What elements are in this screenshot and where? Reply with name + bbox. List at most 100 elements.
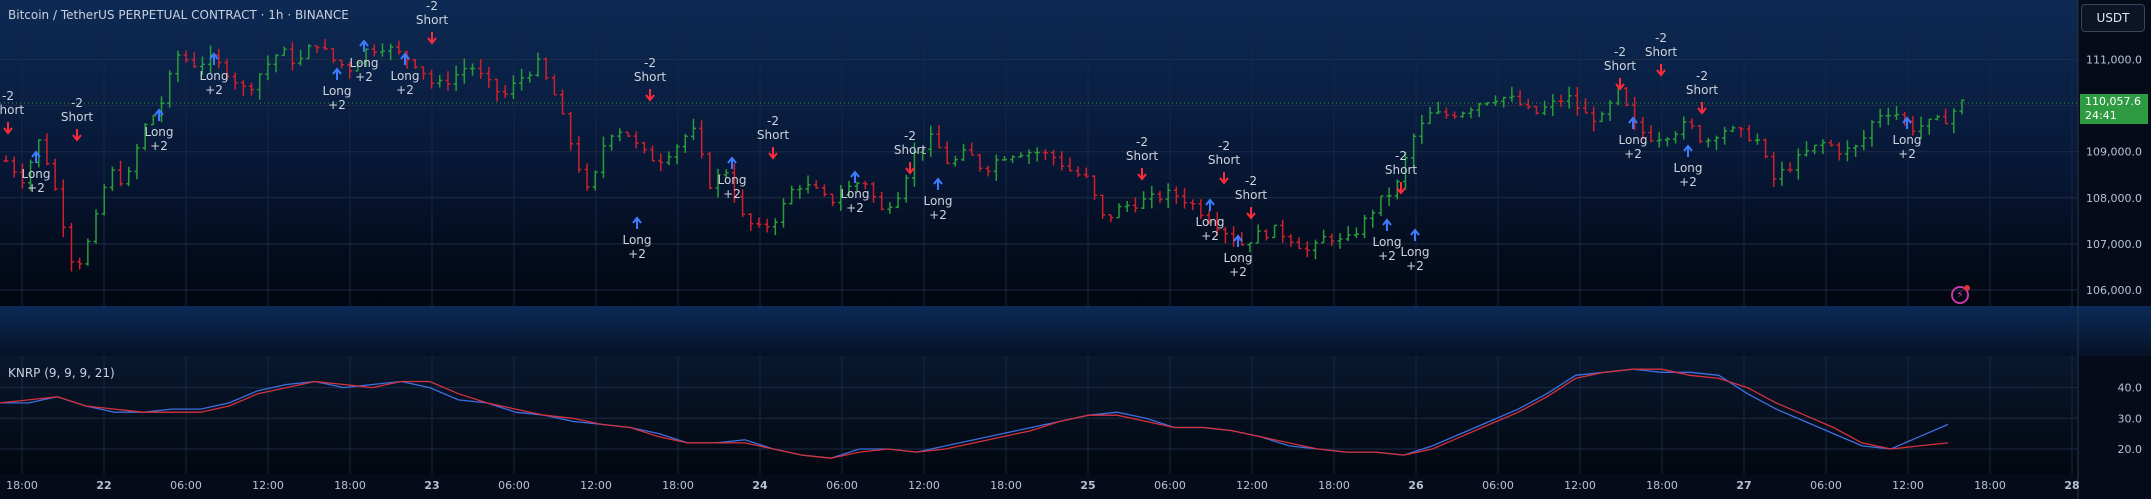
- price-tick-label: 107,000.0: [2086, 238, 2142, 251]
- time-tick-label: 18:00: [6, 479, 38, 492]
- bar-countdown: 24:41: [2085, 109, 2117, 122]
- indicator-tick-label: 30.0: [2118, 412, 2143, 425]
- long-signal[interactable]: Long+2: [622, 216, 652, 261]
- time-tick-label: 18:00: [334, 479, 366, 492]
- signal-text: Long: [622, 233, 651, 247]
- signal-text: Short: [1208, 153, 1240, 167]
- long-arrow-icon: [1382, 218, 1392, 231]
- long-arrow-icon: [1233, 234, 1243, 247]
- long-arrow-icon: [209, 52, 219, 65]
- long-signal[interactable]: Long+2: [1892, 116, 1922, 161]
- time-tick-label: 18:00: [1318, 479, 1350, 492]
- long-signal[interactable]: Long+2: [322, 67, 352, 112]
- time-tick-label: 12:00: [252, 479, 284, 492]
- indicator-pane[interactable]: [0, 356, 2078, 474]
- long-arrow-icon: [154, 108, 164, 121]
- signal-value: +2: [355, 70, 373, 84]
- long-signal[interactable]: Long+2: [390, 52, 420, 97]
- long-signal[interactable]: Long+2: [1400, 228, 1430, 273]
- short-arrow-icon: [72, 129, 82, 142]
- long-signal[interactable]: Long+2: [840, 170, 870, 215]
- long-signal[interactable]: Long+2: [1372, 218, 1402, 263]
- signal-text: Long: [1372, 235, 1401, 249]
- time-tick-label: 12:00: [1236, 479, 1268, 492]
- signal-text: Short: [416, 13, 448, 27]
- signal-value: -2: [904, 129, 916, 143]
- signal-text: Long: [1618, 133, 1647, 147]
- signal-text: Long: [1195, 215, 1224, 229]
- signal-text: Long: [1892, 133, 1921, 147]
- signal-text: Long: [21, 167, 50, 181]
- short-arrow-icon: [1137, 168, 1147, 181]
- price-axis[interactable]: [2078, 0, 2151, 306]
- price-tick-label: 111,000.0: [2086, 54, 2142, 67]
- signal-text: Long: [840, 187, 869, 201]
- price-tick-label: 106,000.0: [2086, 284, 2142, 297]
- signal-text: Short: [1126, 149, 1158, 163]
- time-tick-label: 06:00: [1482, 479, 1514, 492]
- alert-bolt-icon[interactable]: ⚡: [1951, 285, 1970, 304]
- indicator-axis[interactable]: [2078, 356, 2151, 474]
- long-signal[interactable]: Long+2: [199, 52, 229, 97]
- long-arrow-icon: [1628, 116, 1638, 129]
- long-signal[interactable]: Long+2: [1195, 198, 1225, 243]
- short-arrow-icon: [1615, 78, 1625, 91]
- long-signal[interactable]: Long+2: [1618, 116, 1648, 161]
- signal-text: Long: [390, 69, 419, 83]
- signal-value: -2: [1395, 149, 1407, 163]
- signal-value: -2: [767, 114, 779, 128]
- long-arrow-icon: [1683, 144, 1693, 157]
- long-signal[interactable]: Long+2: [923, 177, 953, 222]
- signal-text: Long: [144, 125, 173, 139]
- signal-value: -2: [644, 56, 656, 70]
- signal-value: +2: [396, 83, 414, 97]
- long-arrow-icon: [31, 150, 41, 163]
- currency-button[interactable]: USDT: [2081, 4, 2145, 32]
- long-signal[interactable]: Long+2: [21, 150, 51, 195]
- signal-value: +2: [846, 201, 864, 215]
- time-tick-label: 18:00: [1646, 479, 1678, 492]
- last-price-value: 110,057.6: [2085, 95, 2141, 108]
- long-signal[interactable]: Long+2: [349, 39, 379, 84]
- long-arrow-icon: [933, 177, 943, 190]
- time-tick-label: 06:00: [498, 479, 530, 492]
- time-axis[interactable]: [0, 474, 2151, 499]
- signal-value: -2: [1655, 31, 1667, 45]
- signal-value: +2: [150, 139, 168, 153]
- signal-value: +2: [1378, 249, 1396, 263]
- long-signal[interactable]: Long+2: [144, 108, 174, 153]
- long-signal[interactable]: Long+2: [717, 156, 747, 201]
- pane-separator[interactable]: [0, 306, 2151, 356]
- short-arrow-icon: [1219, 172, 1229, 185]
- price-tick-label: 108,000.0: [2086, 192, 2142, 205]
- signal-text: Long: [717, 173, 746, 187]
- signal-value: +2: [328, 98, 346, 112]
- long-signal[interactable]: Long+2: [1673, 144, 1703, 189]
- signal-value: -2: [1245, 174, 1257, 188]
- last-price-label: 110,057.6 24:41: [2080, 94, 2148, 124]
- signal-text: Long: [1400, 245, 1429, 259]
- time-tick-label: 23: [424, 479, 439, 492]
- price-tick-label: 109,000.0: [2086, 146, 2142, 159]
- signal-value: +2: [628, 247, 646, 261]
- signal-value: -2: [1614, 45, 1626, 59]
- short-arrow-icon: [1697, 102, 1707, 115]
- long-signal[interactable]: Long+2: [1223, 234, 1253, 279]
- signal-value: +2: [723, 187, 741, 201]
- time-tick-label: 24: [752, 479, 768, 492]
- time-tick-label: 22: [96, 479, 111, 492]
